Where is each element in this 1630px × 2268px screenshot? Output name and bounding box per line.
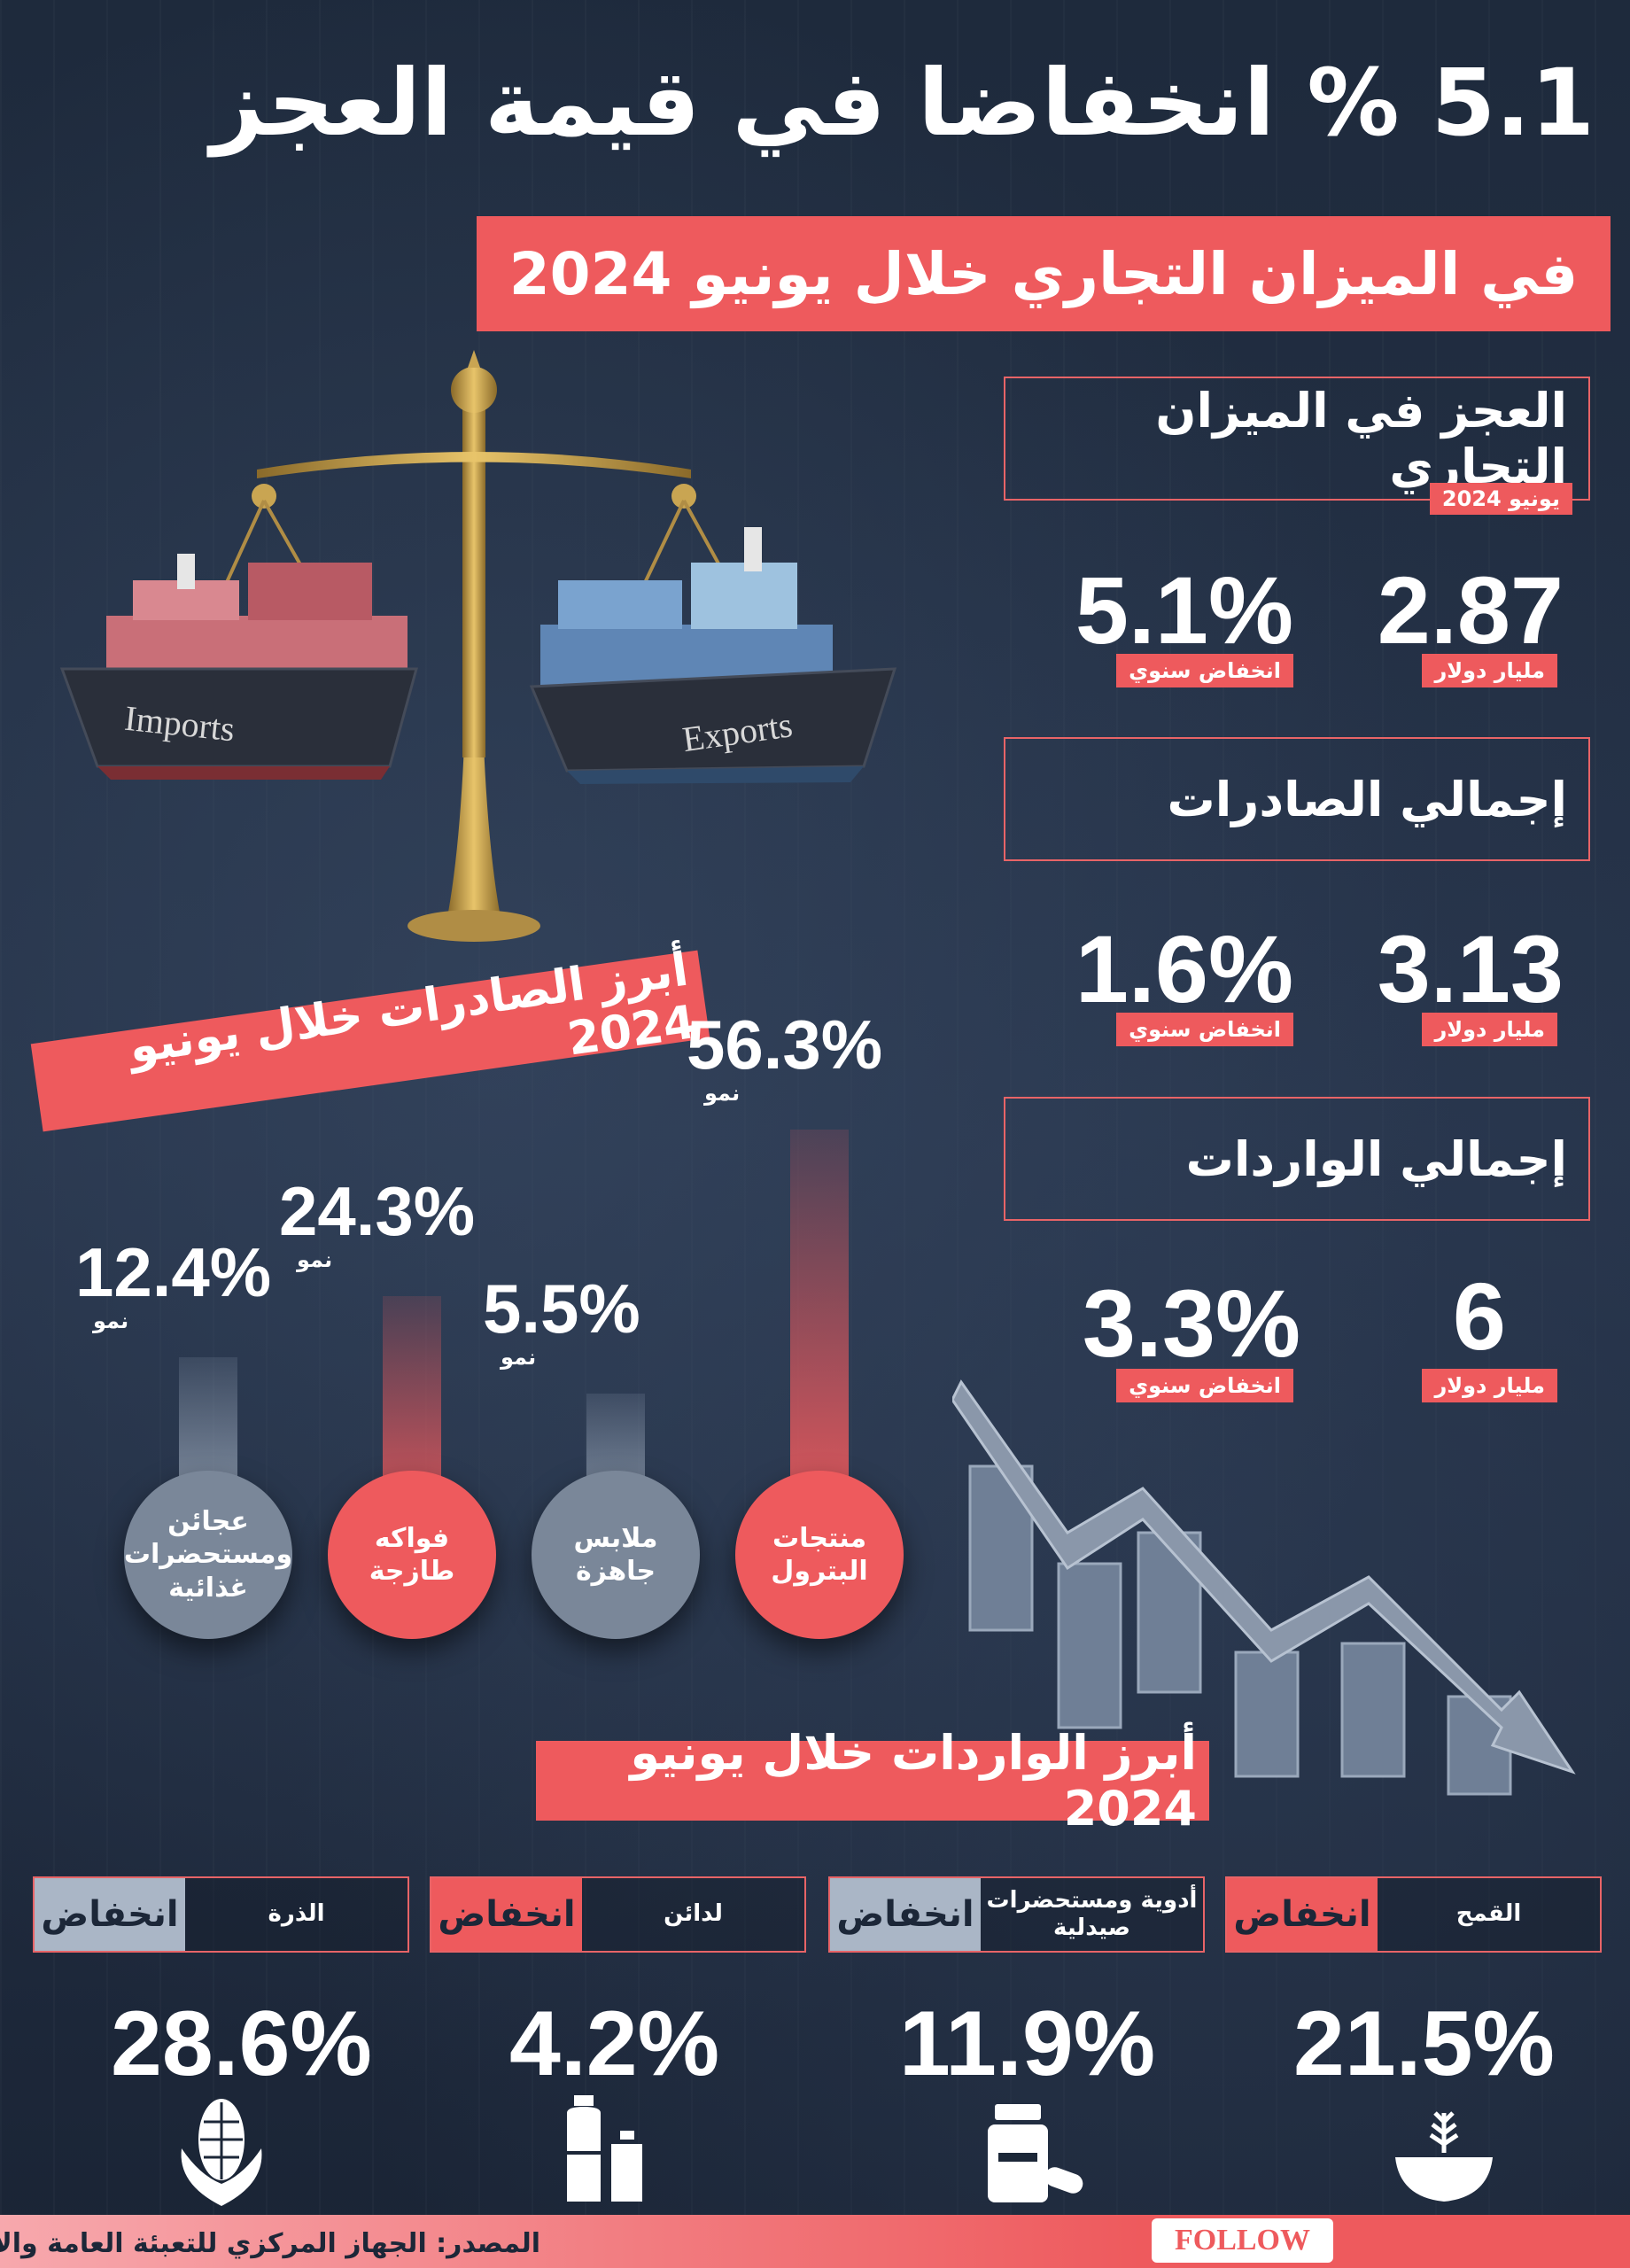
imports-change: 3.3%: [1082, 1270, 1300, 1377]
logo-text: FOLLOW: [1174, 2224, 1311, 2256]
exports-change-label: انخفاض سنوي: [1116, 1013, 1293, 1046]
footer-bar: [0, 2215, 1630, 2268]
medicine-icon: [988, 2104, 1083, 2202]
plastic-bottles-icon: [567, 2095, 642, 2202]
deficit-label: العجز في الميزان التجاري: [1155, 383, 1567, 494]
exports-unit: مليار دولار: [1422, 1013, 1557, 1046]
import-status: انخفاض: [830, 1878, 981, 1951]
export-category: ملابس جاهزة: [532, 1471, 700, 1639]
export-growth-value: 5.5%: [483, 1269, 640, 1348]
follow-logo: FOLLOW: [1152, 2218, 1333, 2263]
import-value-corn: 28.6%: [111, 1992, 372, 2095]
import-status: انخفاض: [35, 1878, 185, 1951]
page-subtitle: في الميزان التجاري خلال يونيو 2024: [477, 216, 1611, 331]
export-growth-value: 56.3%: [687, 1006, 883, 1084]
export-growth-value: 12.4%: [75, 1233, 272, 1312]
imports-change-label: انخفاض سنوي: [1116, 1369, 1293, 1402]
trade-scale-illustration: Imports Exports: [59, 350, 897, 942]
import-value-plastics: 4.2%: [509, 1992, 720, 2095]
export-category: منتجات البترول: [735, 1471, 904, 1639]
import-card-corn: الذرة انخفاض: [33, 1876, 409, 1953]
wheat-bowl-icon: [1395, 2111, 1493, 2202]
import-name: لدائن: [664, 1900, 723, 1928]
imports-header: إجمالي الواردات: [1004, 1097, 1590, 1221]
exports-label: إجمالي الصادرات: [1167, 771, 1567, 827]
export-category: فواكه طازجة: [328, 1471, 496, 1639]
imports-unit: مليار دولار: [1422, 1369, 1557, 1402]
export-growth-value: 24.3%: [279, 1171, 476, 1250]
import-name: أدوية ومستحضرات صيدلية: [986, 1886, 1198, 1941]
deficit-change-label: انخفاض سنوي: [1116, 654, 1293, 687]
deficit-value: 2.87: [1377, 556, 1564, 664]
page-title: 5.1 % انخفاضا في قيمة العجز: [210, 49, 1595, 157]
corn-icon: [181, 2099, 262, 2206]
export-growth-label: نمو: [93, 1309, 129, 1334]
imports-value: 6: [1452, 1262, 1506, 1370]
export-growth-label: نمو: [297, 1247, 333, 1272]
export-category: عجائن ومستحضرات غذائية: [124, 1471, 292, 1639]
declining-chart-illustration: [952, 1379, 1576, 1796]
import-status: انخفاض: [1227, 1878, 1378, 1951]
deficit-header: العجز في الميزان التجاري: [1004, 377, 1590, 501]
top-imports-title: أبرز الواردات خلال يونيو 2024: [536, 1725, 1209, 1837]
exports-ship: Exports: [529, 527, 897, 784]
import-value-wheat: 21.5%: [1293, 1992, 1555, 2095]
exports-change: 1.6%: [1075, 915, 1293, 1022]
export-growth-label: نمو: [501, 1344, 537, 1370]
export-growth-label: نمو: [704, 1081, 741, 1106]
deficit-unit: مليار دولار: [1422, 654, 1557, 687]
import-card-plastics: لدائن انخفاض: [430, 1876, 806, 1953]
deficit-change: 5.1%: [1075, 556, 1293, 664]
exports-value: 3.13: [1377, 915, 1564, 1022]
import-name: الذرة: [268, 1900, 325, 1928]
import-card-wheat: القمح انخفاض: [1225, 1876, 1602, 1953]
imports-ship: Imports: [59, 554, 418, 780]
deficit-period: يونيو 2024: [1429, 483, 1572, 515]
import-name: القمح: [1455, 1900, 1522, 1928]
import-status: انخفاض: [431, 1878, 582, 1951]
exports-header: إجمالي الصادرات: [1004, 737, 1590, 861]
import-card-medicine: أدوية ومستحضرات صيدلية انخفاض: [828, 1876, 1205, 1953]
source-text: المصدر: الجهاز المركزي للتعبئة العامة وا…: [0, 2228, 540, 2259]
import-value-medicine: 11.9%: [899, 1992, 1156, 2095]
imports-label: إجمالي الواردات: [1185, 1130, 1567, 1187]
